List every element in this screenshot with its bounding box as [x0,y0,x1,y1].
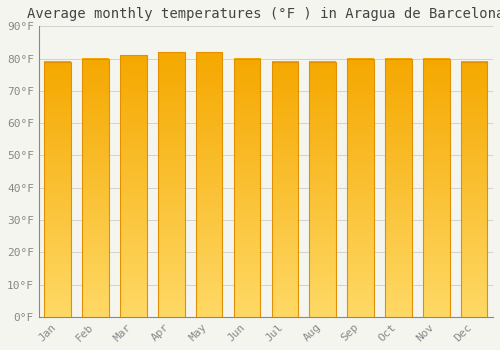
Bar [234,58,260,317]
Title: Average monthly temperatures (°F ) in Aragua de Barcelona: Average monthly temperatures (°F ) in Ar… [27,7,500,21]
Bar [348,58,374,317]
Bar [158,52,184,317]
Bar [44,62,71,317]
Bar [82,58,109,317]
Bar [310,62,336,317]
Bar [196,52,222,317]
Bar [385,58,411,317]
Bar [120,55,146,317]
Bar [461,62,487,317]
Bar [423,58,450,317]
Bar [272,62,298,317]
